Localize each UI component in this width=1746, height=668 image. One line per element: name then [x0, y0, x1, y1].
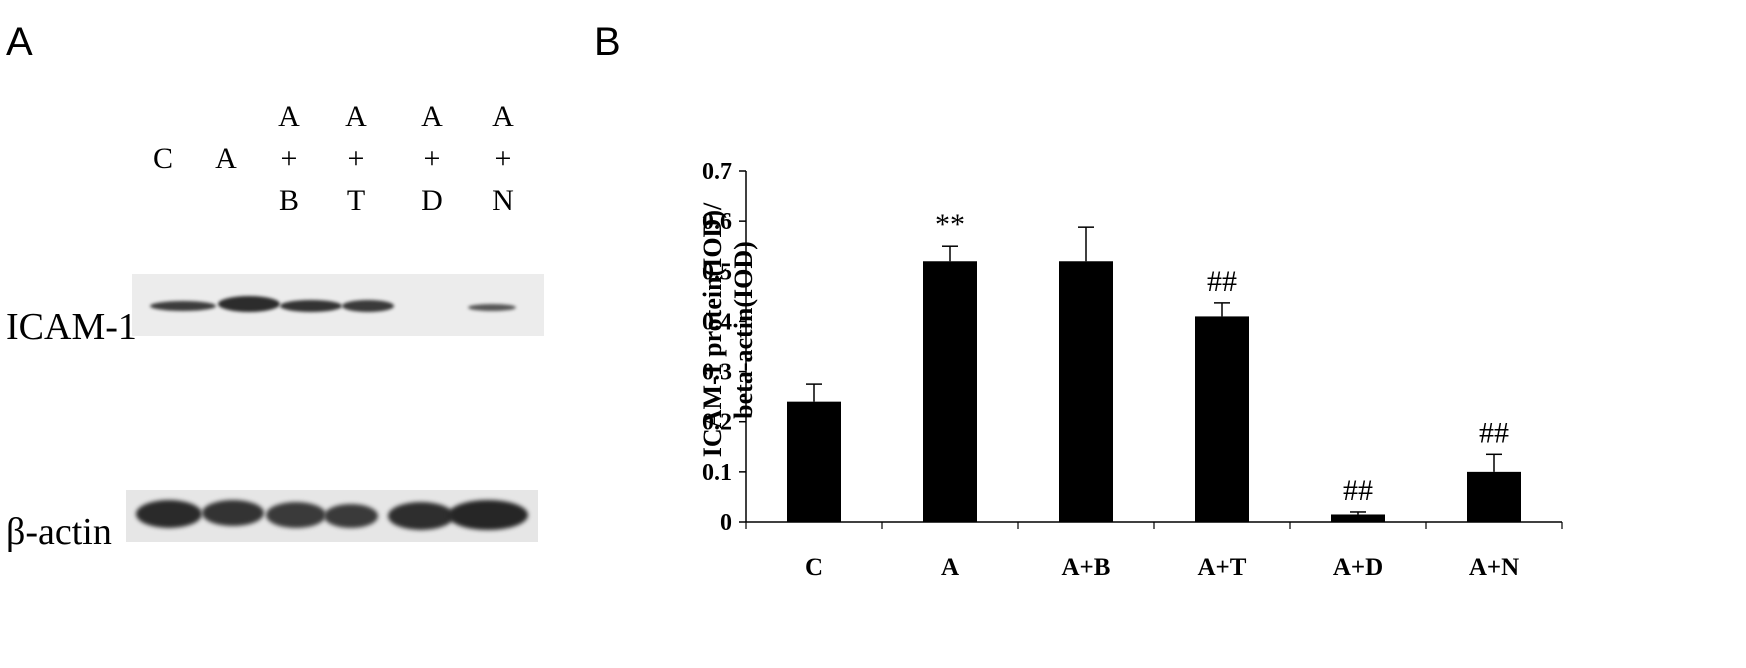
- lane-6-top: A: [492, 100, 514, 133]
- bar: [1331, 514, 1385, 522]
- y-tick-label: 0.6: [702, 209, 732, 235]
- lane-4-bot: T: [346, 184, 366, 217]
- significance-label: **: [935, 208, 965, 241]
- beta-actin-band: [324, 504, 378, 528]
- icam1-band: [342, 300, 394, 312]
- bar: [787, 401, 841, 522]
- bar: [1467, 471, 1521, 522]
- beta-actin-band: [136, 500, 202, 528]
- significance-label: ##: [1479, 416, 1509, 449]
- y-tick-label: 0.1: [702, 460, 732, 486]
- icam1-band: [150, 301, 216, 311]
- y-tick-label: 0.5: [702, 259, 732, 285]
- y-axis-title-line1: ICAM-1 protein(IOD)/: [698, 202, 727, 457]
- axes: [745, 171, 1563, 529]
- beta-actin-band: [266, 502, 326, 528]
- y-axis-title-line2: beta-actin(IOD): [729, 241, 758, 419]
- lane-2-mid: A: [215, 142, 237, 175]
- lane-5-bot: D: [421, 184, 443, 217]
- icam1-blot-image: [132, 274, 544, 336]
- y-axis-title: ICAM-1 protein(IOD)/ beta-actin(IOD): [698, 202, 758, 457]
- lane-3-mid: +: [280, 142, 298, 175]
- y-tick-label: 0.2: [702, 410, 732, 436]
- lane-6-mid: +: [494, 142, 512, 175]
- category-label: A+D: [1333, 554, 1383, 581]
- category-label: A+B: [1062, 554, 1111, 581]
- beta-actin-band: [448, 500, 528, 530]
- bars: ** ## ## ##: [787, 208, 1521, 522]
- lane-1-mid: C: [152, 142, 173, 175]
- y-tick-label: 0.3: [702, 360, 732, 386]
- bar: [1195, 316, 1249, 522]
- beta-actin-blot-image: [126, 490, 538, 542]
- bar-chart: ICAM-1 protein(IOD)/ beta-actin(IOD) 0 0.…: [698, 159, 1563, 581]
- lane-6-bot: N: [492, 184, 514, 217]
- icam1-band: [218, 296, 280, 312]
- icam1-band: [280, 300, 342, 312]
- lane-4-mid: +: [347, 142, 365, 175]
- significance-label: ##: [1343, 474, 1373, 507]
- bar: [1059, 261, 1113, 522]
- beta-actin-row-label: β-actin: [6, 511, 112, 553]
- lane-5-top: A: [421, 100, 443, 133]
- lane-3-top: A: [278, 100, 300, 133]
- y-tick-label: 0.4: [702, 309, 732, 335]
- icam1-row-label: ICAM-1: [6, 306, 137, 348]
- beta-actin-band: [202, 500, 264, 526]
- lane-5-mid: +: [423, 142, 441, 175]
- significance-label: ##: [1207, 265, 1237, 298]
- beta-actin-band: [388, 502, 454, 530]
- y-tick-label: 0: [720, 510, 732, 536]
- icam1-band: [468, 304, 516, 311]
- category-label: A: [941, 554, 959, 581]
- y-ticks: 0 0.1 0.2 0.3 0.4 0.5 0.6 0.7: [702, 159, 746, 536]
- category-labels: C A A+B A+T A+D A+N: [805, 554, 1519, 581]
- panel-a: A C A A + B A + T A + D A + N ICAM-1 β-a…: [0, 0, 640, 668]
- lane-4-top: A: [345, 100, 367, 133]
- bar: [923, 261, 977, 522]
- category-label: C: [805, 554, 823, 581]
- category-label: A+N: [1469, 554, 1519, 581]
- lane-3-bot: B: [278, 184, 299, 217]
- panel-a-letter: A: [6, 20, 33, 64]
- category-label: A+T: [1198, 554, 1247, 581]
- y-tick-label: 0.7: [702, 159, 732, 185]
- panel-b-letter: B: [594, 20, 621, 64]
